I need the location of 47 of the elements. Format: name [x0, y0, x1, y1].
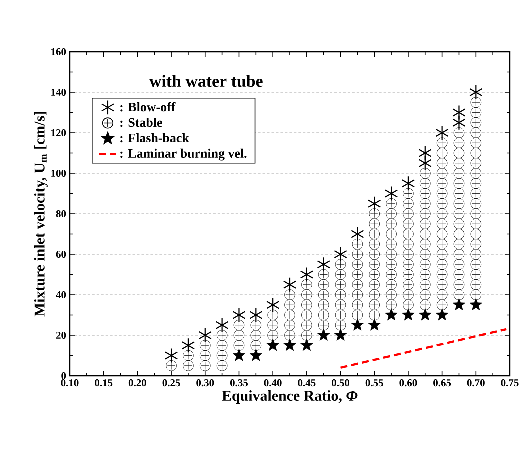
y-tick-label: 140 [52, 88, 66, 96]
point [334, 328, 348, 341]
point [351, 318, 364, 331]
x-tick-label: 0.30 [196, 380, 214, 387]
y-tick-label: 160 [52, 48, 66, 56]
y-tick-label: 20 [56, 332, 66, 340]
point [470, 298, 483, 311]
x-tick-label: 0.55 [366, 380, 384, 387]
point [250, 349, 263, 362]
x-tick-label: 0.45 [298, 380, 316, 387]
x-tick-label: 0.35 [230, 380, 248, 387]
x-tick-label: 0.25 [162, 380, 180, 387]
y-tick-label: 60 [56, 250, 66, 258]
x-axis-title: Equivalence Ratio, Φ [222, 390, 358, 404]
point [284, 338, 296, 352]
y-tick-label: 100 [52, 170, 66, 178]
x-tick-label: 0.60 [400, 380, 418, 387]
x-tick-label: 0.65 [434, 380, 452, 387]
point [402, 308, 415, 321]
point [452, 298, 466, 311]
point [452, 105, 466, 120]
x-tick-label: 0.75 [501, 380, 519, 387]
x-tick-label: 0.20 [128, 380, 146, 387]
x-tick-label: 0.15 [95, 380, 113, 387]
y-tick-label: 40 [56, 291, 66, 299]
point [232, 349, 246, 362]
y-axis-title: Mixture inlet velocity, U$_{m}$ [cm/s] [34, 112, 48, 317]
y-tick-label: 80 [56, 210, 66, 218]
x-tick-label: 0.50 [332, 380, 350, 387]
legend-label: : Blow-off [120, 102, 176, 112]
x-tick-label: 0.10 [61, 380, 79, 387]
x-tick-label: 0.40 [264, 380, 282, 387]
point [436, 308, 449, 321]
point [368, 318, 381, 331]
y-tick-label: 0 [62, 372, 66, 380]
point [266, 338, 280, 352]
legend-label: : Flash-back [120, 133, 190, 143]
legend-label: : Laminar burning vel. [120, 148, 247, 161]
x-tick-label: 0.70 [467, 380, 485, 387]
legend-label: : Stable [120, 118, 162, 128]
point [300, 338, 314, 352]
y-tick-label: 120 [52, 129, 66, 137]
point [317, 328, 330, 341]
point [419, 308, 432, 321]
point [385, 308, 398, 321]
point [418, 146, 432, 161]
annotation: with water tube [150, 75, 263, 88]
